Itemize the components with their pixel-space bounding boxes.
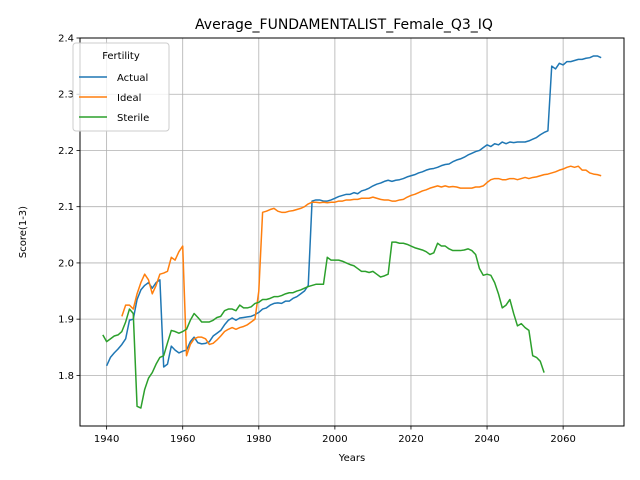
chart-title: Average_FUNDAMENTALIST_Female_Q3_IQ: [195, 17, 493, 33]
x-tick-label: 2000: [322, 434, 347, 445]
y-tick-label: 2.3: [58, 90, 74, 101]
y-tick-label: 2.4: [58, 34, 74, 45]
legend: Fertility Actual Ideal Sterile: [72, 42, 170, 132]
y-tick-label: 1.8: [58, 371, 74, 382]
x-tick-label: 2040: [474, 434, 499, 445]
legend-label-sterile: Sterile: [117, 113, 149, 124]
y-tick-label: 2.2: [58, 146, 74, 157]
y-axis-label: Score(1-3): [18, 206, 29, 258]
series-line-sterile: [102, 241, 545, 409]
x-axis-label: Years: [338, 453, 365, 464]
series-lines: [102, 55, 602, 409]
legend-label-actual: Actual: [117, 73, 148, 84]
plot-frame: [79, 37, 625, 427]
x-tick-label: 1960: [170, 434, 195, 445]
y-tick-label: 2.0: [58, 258, 74, 269]
x-tick-label: 2020: [398, 434, 423, 445]
legend-title: Fertility: [102, 51, 140, 62]
x-tick-label: 2060: [550, 434, 575, 445]
y-tick-label: 1.9: [58, 315, 74, 326]
legend-box: [72, 42, 170, 132]
legend-label-ideal: Ideal: [117, 93, 141, 104]
series-line-ideal: [121, 165, 602, 357]
x-tick-label: 1940: [94, 434, 119, 445]
axis-ticks: 1940 1960 1980 2000 2020 2040 2060 1.8 1.9 2.0 2.1…: [58, 34, 576, 446]
series-line-actual: [105, 55, 602, 368]
x-tick-label: 1980: [246, 434, 271, 445]
y-tick-label: 2.1: [58, 202, 74, 213]
